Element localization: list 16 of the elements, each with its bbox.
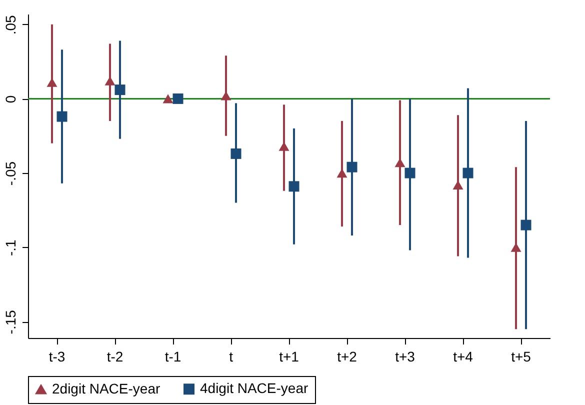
- x-tick-label: t+3: [395, 348, 416, 364]
- legend-label: 4digit NACE-year: [200, 380, 308, 396]
- x-tick-label: t+5: [511, 348, 532, 364]
- x-tick-label: t-1: [164, 348, 182, 364]
- x-tick-label: t-3: [48, 348, 66, 364]
- y-tick-label: -.1: [2, 239, 18, 256]
- legend-label: 2digit NACE-year: [52, 380, 160, 396]
- x-tick-label: t+4: [453, 348, 474, 364]
- y-tick-label: -.05: [2, 161, 18, 186]
- x-tick-label: t+2: [337, 348, 358, 364]
- y-tick-label: 0: [2, 95, 18, 104]
- x-tick-label: t+1: [279, 348, 300, 364]
- x-tick-label: t: [229, 348, 234, 364]
- y-tick-label: -.15: [2, 310, 18, 334]
- x-tick-label: t-2: [106, 348, 124, 364]
- y-tick-label: .05: [2, 14, 18, 35]
